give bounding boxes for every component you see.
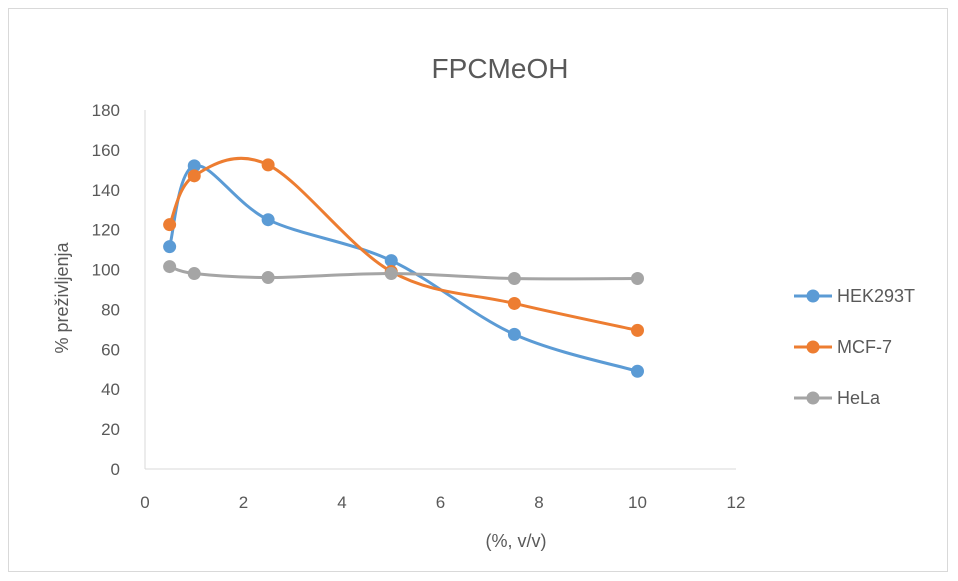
data-point-hela [631, 272, 644, 286]
chart-svg: FPCMeOH 0 20 40 60 80 100 120 140 160 180 0 2 4 6 8 10… [52, 53, 915, 551]
data-point-hek293t [507, 327, 521, 341]
y-tick-label: 180 [92, 101, 120, 120]
x-axis-label: (%, v/v) [486, 531, 547, 551]
data-point-mcf-7 [187, 169, 201, 183]
legend: HEK293T MCF-7 HeLa [794, 286, 915, 408]
x-tick-label: 10 [628, 493, 647, 512]
y-tick-label: 160 [92, 141, 120, 160]
y-tick-label: 120 [92, 221, 120, 240]
x-tick-label: 4 [337, 493, 346, 512]
y-axis-label: % preživljenja [52, 241, 72, 353]
series-lines [168, 156, 638, 373]
axes [144, 110, 736, 470]
data-point-hela [261, 271, 275, 285]
y-tick-label: 0 [111, 460, 120, 479]
legend-label-hela: HeLa [837, 388, 881, 408]
y-tick-label: 140 [92, 181, 120, 200]
legend-marker-hela [806, 391, 820, 405]
legend-label-mcf-7: MCF-7 [837, 337, 892, 357]
x-tick-label: 6 [436, 493, 445, 512]
data-point-hela [384, 267, 398, 281]
y-tick-label: 40 [101, 380, 120, 399]
x-tick-label: 2 [239, 493, 248, 512]
series-line-mcf-7 [168, 156, 638, 332]
data-point-hek293t [631, 364, 644, 378]
data-point-hek293t [163, 240, 177, 254]
chart-title: FPCMeOH [432, 53, 569, 84]
series-line-hek293t [168, 164, 638, 373]
x-tick-label: 12 [727, 493, 746, 512]
x-tick-label: 0 [140, 493, 149, 512]
data-point-hela [163, 260, 177, 274]
data-point-hela [507, 272, 521, 286]
data-point-mcf-7 [631, 323, 644, 337]
legend-marker-mcf-7 [806, 340, 820, 354]
data-point-hek293t [384, 254, 398, 268]
legend-label-hek293t: HEK293T [837, 286, 915, 306]
data-point-hela [187, 267, 201, 281]
y-tick-label: 100 [92, 261, 120, 280]
series-points [163, 158, 644, 378]
x-tick-labels: 0 2 4 6 8 10 12 [140, 493, 745, 512]
y-tick-labels: 0 20 40 60 80 100 120 140 160 180 [92, 101, 120, 479]
y-tick-label: 80 [101, 300, 120, 319]
legend-marker-hek293t [806, 289, 820, 303]
data-point-hek293t [187, 159, 201, 173]
y-tick-label: 20 [101, 420, 120, 439]
data-point-mcf-7 [261, 158, 275, 172]
x-tick-label: 8 [534, 493, 543, 512]
data-point-mcf-7 [507, 296, 521, 310]
y-tick-label: 60 [101, 340, 120, 359]
data-point-mcf-7 [163, 218, 177, 232]
data-point-hek293t [261, 213, 275, 227]
chart-frame: FPCMeOH 0 20 40 60 80 100 120 140 160 180 0 2 4 6 8 10… [8, 8, 948, 572]
